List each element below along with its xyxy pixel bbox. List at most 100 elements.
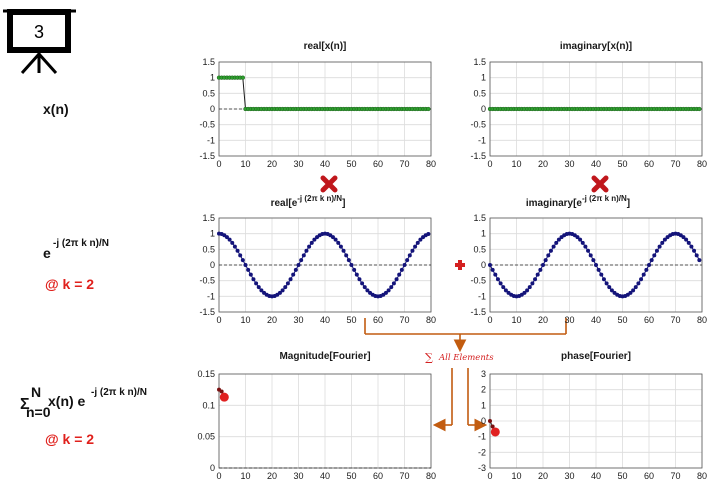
data-point: [291, 272, 296, 277]
data-point: [657, 244, 662, 249]
data-point: [397, 272, 402, 277]
data-point: [352, 267, 357, 272]
y-tick-label: 0: [210, 104, 215, 114]
data-point: [575, 235, 580, 240]
x-tick-label: 40: [320, 315, 330, 325]
x-tick-label: 0: [216, 159, 221, 169]
magnitude-panel: Magnitude[Fourier] 0 10 20 30 40 50 60 70 80 0 0.0…: [197, 351, 436, 481]
data-point: [527, 285, 532, 290]
x-tick-label: 50: [346, 159, 356, 169]
y-tick-label: -1: [207, 135, 215, 145]
data-point: [692, 248, 697, 253]
data-point: [336, 240, 341, 245]
y-tick-label: 3: [481, 369, 486, 379]
data-point: [583, 244, 588, 249]
data-point: [633, 285, 638, 290]
x-tick-label: 20: [267, 159, 277, 169]
real-kernel-title-base: real[e: [271, 198, 298, 209]
magnitude-title: Magnitude[Fourier]: [279, 351, 370, 362]
real-kernel-title: real[e-j (2π k n)/N]: [271, 194, 346, 209]
data-point: [594, 263, 598, 267]
data-point: [418, 237, 423, 242]
y-tick-label: -1.5: [199, 151, 215, 161]
y-tick-label: 0.15: [197, 369, 215, 379]
y-tick-label: 1: [481, 400, 486, 410]
x-tick-label: 50: [617, 471, 627, 481]
data-point: [554, 240, 559, 245]
x-tick-label: 50: [617, 159, 627, 169]
data-point: [338, 244, 343, 249]
sum-lower: n=0: [26, 404, 51, 420]
y-tick-label: 0: [481, 104, 486, 114]
red-x-multiply-icon-left: [320, 175, 338, 193]
x-tick-label: 40: [591, 315, 601, 325]
y-tick-label: 1.5: [473, 213, 486, 223]
y-tick-label: -2: [478, 447, 486, 457]
real-kernel-panel: real[e-j (2π k n)/N] 0 10 20 30 40 50 60 70 801.…: [199, 194, 436, 325]
y-tick-label: 0.1: [202, 400, 215, 410]
data-point: [402, 263, 407, 267]
presentation-board-icon: 3: [3, 9, 76, 75]
y-tick-label: 2: [481, 385, 486, 395]
data-point: [277, 290, 282, 295]
data-point: [415, 240, 420, 245]
imag-kernel-panel: imaginary[e-j (2π k n)/N] 0 10 20 30 40 50 60 7…: [470, 194, 707, 325]
x-tick-label: 40: [320, 471, 330, 481]
y-tick-label: 1.5: [202, 213, 215, 223]
y-tick-label: -1.5: [199, 307, 215, 317]
data-point: [309, 240, 314, 245]
x-tick-label: 80: [697, 159, 707, 169]
data-point: [495, 277, 500, 282]
data-point: [240, 258, 245, 263]
x-tick-label: 30: [564, 471, 574, 481]
data-point: [413, 244, 418, 249]
data-point: [330, 235, 335, 240]
x-tick-label: 50: [617, 315, 627, 325]
data-point: [490, 424, 495, 429]
kernel-exponent: -j (2π k n)/N: [53, 238, 109, 249]
y-tick-label: -1: [478, 135, 486, 145]
y-tick-label: 1: [481, 73, 486, 83]
x-tick-label: 10: [240, 315, 250, 325]
imag-kernel-title-base: imaginary[e: [526, 198, 583, 209]
x-tick-label: 40: [591, 159, 601, 169]
x-tick-label: 20: [538, 159, 548, 169]
y-tick-label: -3: [478, 463, 486, 473]
imag-kernel-title-exp: -j (2π k n)/N: [582, 194, 627, 203]
data-point: [299, 258, 304, 263]
y-tick-label: -1.5: [470, 307, 486, 317]
data-point: [660, 240, 665, 245]
data-point: [586, 248, 591, 253]
data-point: [285, 281, 290, 286]
kernel-label: e -j (2π k n)/N @ k = 2: [43, 238, 109, 292]
y-tick-label: 1: [210, 229, 215, 239]
data-point: [312, 237, 317, 242]
data-point: [346, 258, 351, 263]
data-point: [360, 281, 365, 286]
x-tick-label: 30: [564, 315, 574, 325]
x-tick-label: 20: [267, 315, 277, 325]
data-point: [389, 285, 394, 290]
x-tick-label: 0: [487, 159, 492, 169]
data-point: [535, 272, 540, 277]
data-point: [407, 253, 412, 258]
data-point: [256, 285, 261, 290]
data-point: [697, 106, 702, 112]
data-point: [394, 277, 399, 282]
sum-param: @ k = 2: [45, 431, 94, 447]
data-point: [686, 240, 691, 245]
x-tick-label: 60: [644, 159, 654, 169]
sum-upper: N: [31, 384, 41, 400]
data-point: [641, 272, 646, 277]
x-tick-label: 60: [373, 159, 383, 169]
data-point: [410, 248, 415, 253]
data-point: [525, 288, 530, 293]
x-tick-label: 30: [293, 471, 303, 481]
data-point: [488, 419, 492, 423]
data-point: [490, 267, 495, 272]
y-tick-label: -0.5: [199, 276, 215, 286]
data-point: [399, 267, 404, 272]
kernel-base: e: [43, 245, 51, 261]
y-tick-label: 0: [210, 260, 215, 270]
y-tick-label: 1: [210, 73, 215, 83]
